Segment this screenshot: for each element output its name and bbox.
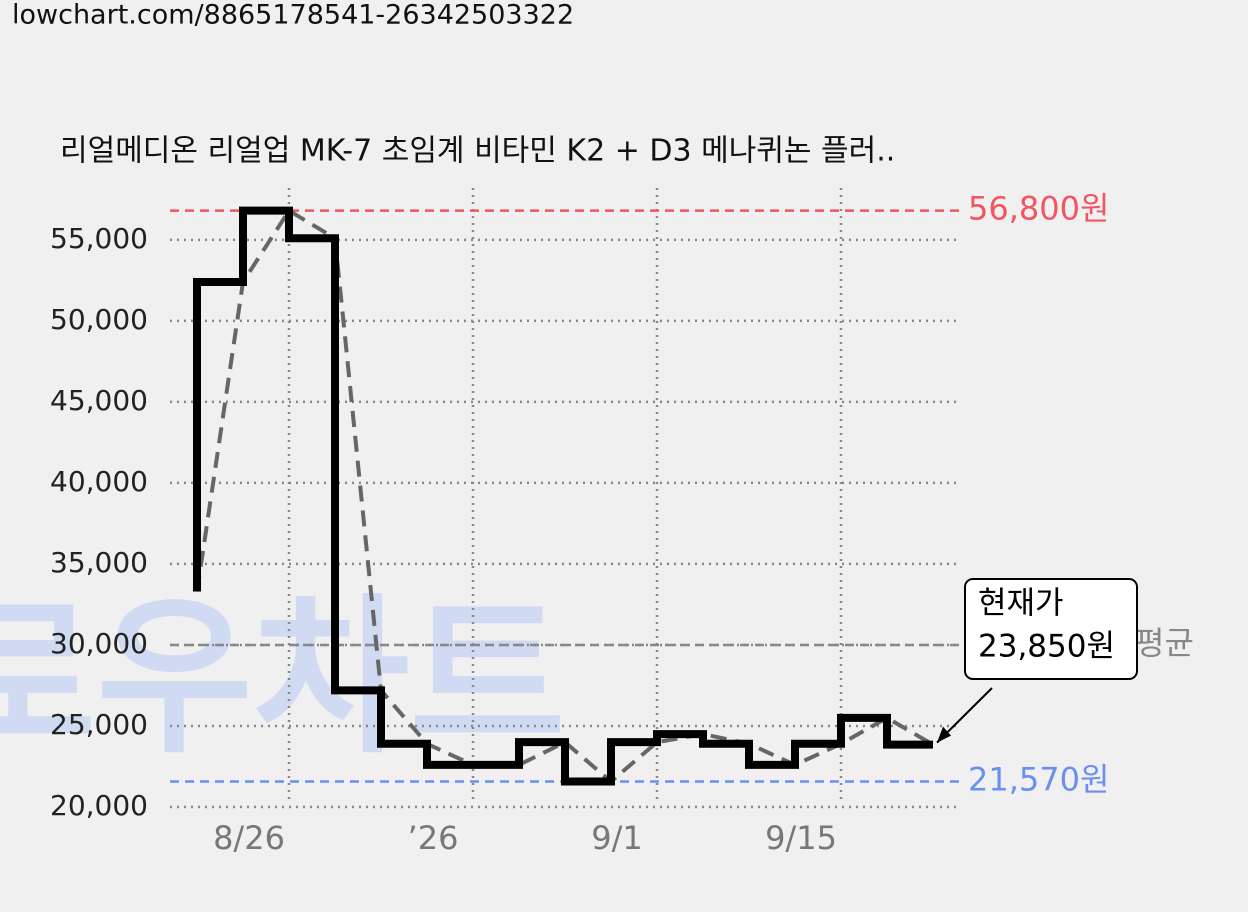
x-tick-label: 9/15 (765, 819, 837, 857)
annotation-title: 현재가 (978, 586, 1064, 622)
y-tick-label: 25,000 (50, 708, 148, 741)
y-tick-label: 35,000 (50, 546, 148, 579)
reference-label: 56,800원 (968, 190, 1109, 228)
y-tick-label: 45,000 (50, 384, 148, 417)
reference-label: 평균 (1135, 624, 1194, 662)
x-tick-label: 9/1 (591, 819, 643, 857)
chart-title: 리얼메디온 리얼업 MK-7 초임계 비타민 K2 + D3 메나퀴논 플러.. (60, 134, 895, 169)
y-tick-label: 30,000 (50, 627, 148, 660)
x-tick-label: 8/26 (213, 819, 285, 857)
url: lowchart.com/8865178541-26342503322 (12, 0, 574, 31)
annotation-arrowhead (937, 726, 951, 743)
y-tick-label: 55,000 (50, 222, 148, 255)
y-tick-label: 40,000 (50, 465, 148, 498)
trend-line (195, 207, 935, 785)
y-tick-label: 50,000 (50, 303, 148, 336)
x-tick-label: ’26 (408, 819, 459, 857)
y-tick-label: 20,000 (50, 789, 148, 822)
annotation-label: 23,850원 (978, 629, 1115, 665)
annotation-box (964, 578, 1138, 680)
watermark: 로우차트 (0, 579, 566, 777)
price-line (193, 206, 933, 786)
reference-label: 21,570원 (968, 761, 1109, 799)
